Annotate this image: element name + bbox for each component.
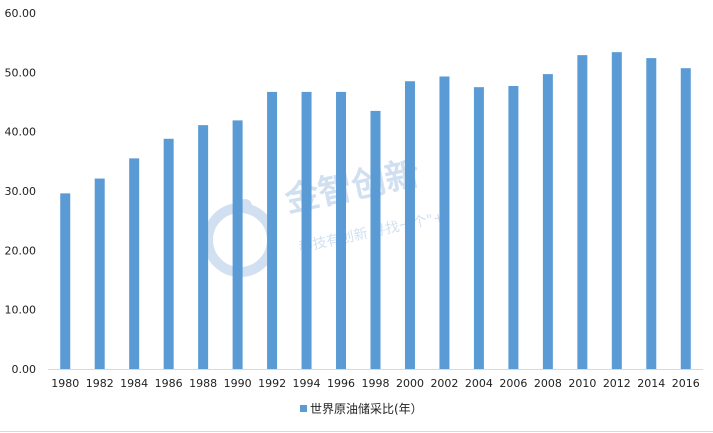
x-tick-label: 1980 bbox=[51, 377, 79, 390]
bar-2002 bbox=[439, 76, 450, 369]
y-tick-label: 60.00 bbox=[5, 7, 37, 20]
y-tick-label: 10.00 bbox=[5, 304, 37, 317]
legend: 世界原油储采比(年） bbox=[300, 401, 423, 416]
y-tick-label: 50.00 bbox=[5, 66, 37, 79]
bar-1996 bbox=[336, 91, 347, 369]
bar-1990 bbox=[232, 120, 243, 369]
bar-1980 bbox=[60, 193, 71, 369]
bar-1992 bbox=[267, 91, 278, 369]
y-tick-label: 20.00 bbox=[5, 244, 37, 257]
x-tick-label: 1994 bbox=[293, 377, 321, 390]
x-tick-label: 1982 bbox=[86, 377, 114, 390]
bar-2016 bbox=[680, 68, 691, 370]
x-tick-label: 2002 bbox=[430, 377, 458, 390]
x-tick-label: 2006 bbox=[499, 377, 527, 390]
x-tick-label: 1996 bbox=[327, 377, 355, 390]
bars bbox=[60, 52, 691, 370]
x-tick-label: 2016 bbox=[672, 377, 700, 390]
bar-1984 bbox=[129, 158, 140, 369]
bar-2004 bbox=[473, 87, 484, 370]
bar-2014 bbox=[646, 58, 657, 370]
x-tick-label: 2012 bbox=[603, 377, 631, 390]
x-tick-label: 2004 bbox=[465, 377, 493, 390]
bar-2006 bbox=[508, 85, 519, 369]
x-tick-label: 2010 bbox=[568, 377, 596, 390]
y-tick-label: 0.00 bbox=[12, 363, 37, 376]
bar-2012 bbox=[611, 52, 622, 369]
y-axis: 0.00 10.00 20.00 30.00 40.00 50.00 60.00 bbox=[5, 7, 37, 376]
bar-2008 bbox=[542, 74, 553, 369]
x-tick-label: 1990 bbox=[224, 377, 252, 390]
x-tick-label: 2000 bbox=[396, 377, 424, 390]
bar-1988 bbox=[198, 125, 209, 369]
bar-1998 bbox=[370, 110, 381, 370]
x-tick-label: 1986 bbox=[155, 377, 183, 390]
bar-1994 bbox=[301, 91, 312, 369]
legend-swatch bbox=[300, 405, 307, 412]
bar-1986 bbox=[163, 138, 174, 369]
y-tick-label: 30.00 bbox=[5, 185, 37, 198]
x-tick-label: 2008 bbox=[534, 377, 562, 390]
bar-2010 bbox=[577, 55, 588, 369]
legend-label: 世界原油储采比(年） bbox=[310, 401, 423, 416]
x-tick-label: 1988 bbox=[189, 377, 217, 390]
bar-2000 bbox=[404, 81, 415, 369]
x-tick-label: 1992 bbox=[258, 377, 286, 390]
x-tick-label: 2014 bbox=[637, 377, 665, 390]
x-tick-label: 1984 bbox=[120, 377, 148, 390]
bar-1982 bbox=[94, 178, 105, 369]
y-tick-label: 40.00 bbox=[5, 126, 37, 139]
watermark: 金智创新 科技有创新 寻找一个"+" bbox=[203, 153, 453, 277]
x-axis: 1980 1982 1984 1986 1988 1990 1992 1994 1996 1998… bbox=[51, 377, 700, 390]
x-tick-label: 1998 bbox=[362, 377, 390, 390]
